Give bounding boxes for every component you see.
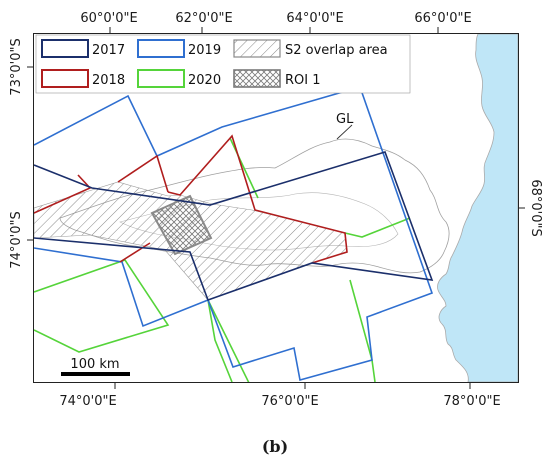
scale-bar — [61, 372, 130, 376]
legend-label-2020: 2020 — [188, 73, 221, 88]
legend: 2017 2019 S2 overlap area 2018 2020 ROI … — [35, 34, 411, 94]
footprints-2019 — [34, 86, 434, 382]
footprints-2020 — [34, 137, 411, 382]
bottom-axis-label-2: 76°0'0"E — [261, 394, 318, 409]
map-frame — [33, 33, 519, 383]
gl-label: GL — [336, 112, 354, 127]
legend-swatch-2018 — [41, 69, 89, 88]
axis-ticks — [27, 27, 525, 389]
left-axis-label-2: 74°0'0"S — [9, 211, 24, 268]
legend-label-2017: 2017 — [92, 43, 125, 58]
figure-caption: (b) — [261, 437, 289, 456]
top-axis-label-3: 64°0'0"E — [286, 11, 343, 26]
top-axis-label-4: 66°0'0"E — [414, 11, 471, 26]
legend-swatch-overlap — [233, 39, 281, 58]
scale-bar-label: 100 km — [70, 357, 119, 372]
roi-1 — [150, 194, 213, 256]
gl-leader-line — [336, 124, 353, 140]
legend-swatch-2020 — [137, 69, 185, 88]
legend-swatch-roi — [233, 69, 281, 88]
legend-swatch-2017 — [41, 39, 89, 58]
top-axis-label-2: 62°0'0"E — [175, 11, 232, 26]
left-axis-label-1: 73°0'0"S — [9, 38, 24, 95]
legend-label-2019: 2019 — [188, 43, 221, 58]
bottom-axis-label-1: 74°0'0"E — [59, 394, 116, 409]
footprints-2017 — [34, 151, 434, 302]
right-axis-label-1: 68°0'0"S — [528, 179, 543, 236]
bottom-axis-label-3: 78°0'0"E — [443, 394, 500, 409]
legend-label-roi: ROI 1 — [285, 73, 321, 88]
legend-label-overlap: S2 overlap area — [285, 43, 388, 58]
legend-swatch-2019 — [137, 39, 185, 58]
legend-label-2018: 2018 — [92, 73, 125, 88]
top-axis-label-1: 60°0'0"E — [80, 11, 137, 26]
ocean-area — [437, 34, 518, 382]
